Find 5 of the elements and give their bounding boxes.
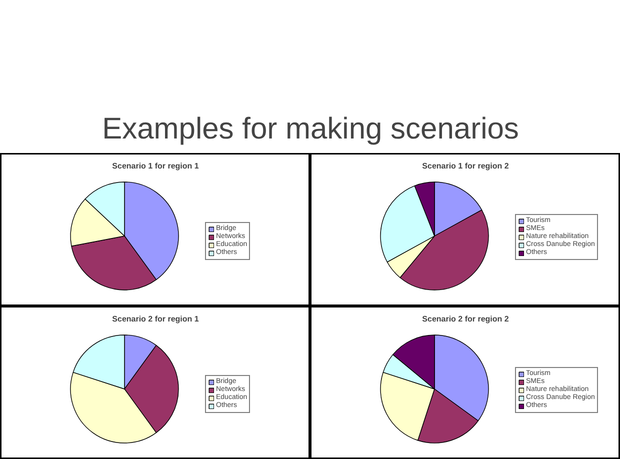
chart-title: Scenario 2 for region 1 <box>112 314 200 324</box>
chart-title: Scenario 2 for region 2 <box>422 314 510 324</box>
chart-title: Scenario 1 for region 1 <box>112 162 200 170</box>
text: Examples for making scenarios <box>102 112 519 146</box>
chart-title: Scenario 1 for region 2 <box>422 162 510 170</box>
